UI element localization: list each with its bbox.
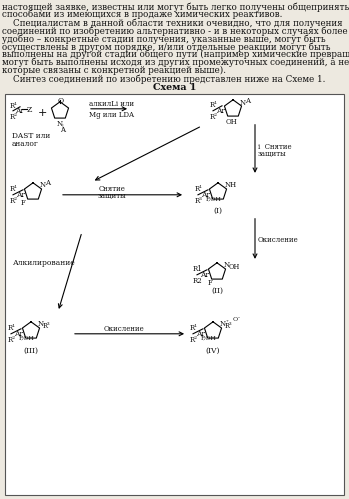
Text: A: A [45,179,50,187]
Text: Ar: Ar [196,330,205,338]
Text: способами из имеющихся в продаже химических реактивов.: способами из имеющихся в продаже химичес… [2,10,282,19]
Text: Ar: Ar [216,107,225,115]
Text: Алкилирование: Алкилирование [13,259,76,267]
Text: i  Снятие: i Снятие [258,143,292,151]
Text: Ar: Ar [200,271,209,279]
Text: DAST или: DAST или [12,132,50,140]
Text: Ar: Ar [201,191,210,199]
Bar [5,94,344,495]
Text: N: N [57,120,63,128]
Text: (I): (I) [214,207,223,215]
Text: Ar: Ar [15,107,24,115]
Text: OH: OH [226,118,238,126]
Text: |: | [61,124,63,129]
Text: NH: NH [225,181,237,189]
Text: Окисление: Окисление [104,325,144,333]
Text: R¹: R¹ [10,102,18,110]
Text: R³: R³ [43,322,51,330]
Text: N: N [224,261,230,269]
Text: ⁺: ⁺ [226,320,229,325]
Text: защиты: защиты [98,192,126,200]
Text: осуществлены в другом порядке, и/или отдельные реакции могут быть: осуществлены в другом порядке, и/или отд… [2,42,331,51]
Text: аналог: аналог [12,140,39,148]
Text: Специалистам в данной области техники очевидно, что для получения: Специалистам в данной области техники оч… [2,18,343,28]
Text: Схема 1: Схема 1 [153,83,196,92]
Text: F,OH: F,OH [19,336,35,341]
Text: алкилLi или: алкилLi или [89,100,134,108]
Text: O: O [58,97,64,105]
Text: Z: Z [27,106,32,114]
Text: N: N [220,320,226,328]
Text: (IV): (IV) [206,347,220,355]
Text: R³: R³ [195,197,203,205]
Text: O⁻: O⁻ [233,317,242,322]
Text: Ar: Ar [16,191,25,199]
Text: R³: R³ [225,322,233,330]
Text: OH: OH [229,263,240,271]
Text: N: N [240,99,246,107]
Text: выполнены на другой стадии общего пути (например химические превращения: выполнены на другой стадии общего пути (… [2,50,349,59]
Text: R²: R² [190,336,198,344]
Text: R1: R1 [193,265,203,273]
Text: R²: R² [10,113,18,121]
Text: R¹: R¹ [10,185,18,193]
Text: N: N [40,181,46,189]
Text: R¹: R¹ [190,324,198,332]
Text: R²: R² [8,336,16,344]
Text: (III): (III) [23,347,38,355]
Text: A: A [245,97,250,105]
Text: Ar: Ar [14,330,23,338]
Text: F: F [208,279,213,287]
Text: Снятие: Снятие [98,185,125,193]
Text: настоящей заявке, известны или могут быть легко получены общепринятыми: настоящей заявке, известны или могут быт… [2,2,349,11]
Text: F,OH: F,OH [206,197,222,202]
Text: F,OH: F,OH [201,336,217,341]
Text: R²: R² [10,197,18,205]
Text: R¹: R¹ [8,324,16,332]
Text: Синтез соединений по изобретению представлен ниже на Схеме 1.: Синтез соединений по изобретению предста… [2,74,325,84]
Text: N: N [38,320,44,328]
Text: удобно – конкретные стадии получения, указанные выше, могут быть: удобно – конкретные стадии получения, ук… [2,34,326,44]
Text: R¹: R¹ [210,101,218,109]
Text: +: + [38,108,47,118]
Text: Mg или LDA: Mg или LDA [89,111,134,119]
Text: A: A [60,126,65,134]
Text: Окисление: Окисление [258,236,299,244]
Text: защиты: защиты [258,150,287,158]
Text: R²: R² [210,113,218,121]
Text: (II): (II) [211,287,223,295]
Text: R¹: R¹ [195,185,203,193]
Text: которые связаны с конкретной реакцией выше).: которые связаны с конкретной реакцией вы… [2,65,226,74]
Text: F: F [21,199,26,207]
Text: соединений по изобретению альтернативно - и в некоторых случаях более: соединений по изобретению альтернативно … [2,26,348,36]
Text: R2: R2 [193,277,203,285]
Text: могут быть выполнены исходя из других промежуточных соединений, а не тех,: могут быть выполнены исходя из других пр… [2,57,349,67]
